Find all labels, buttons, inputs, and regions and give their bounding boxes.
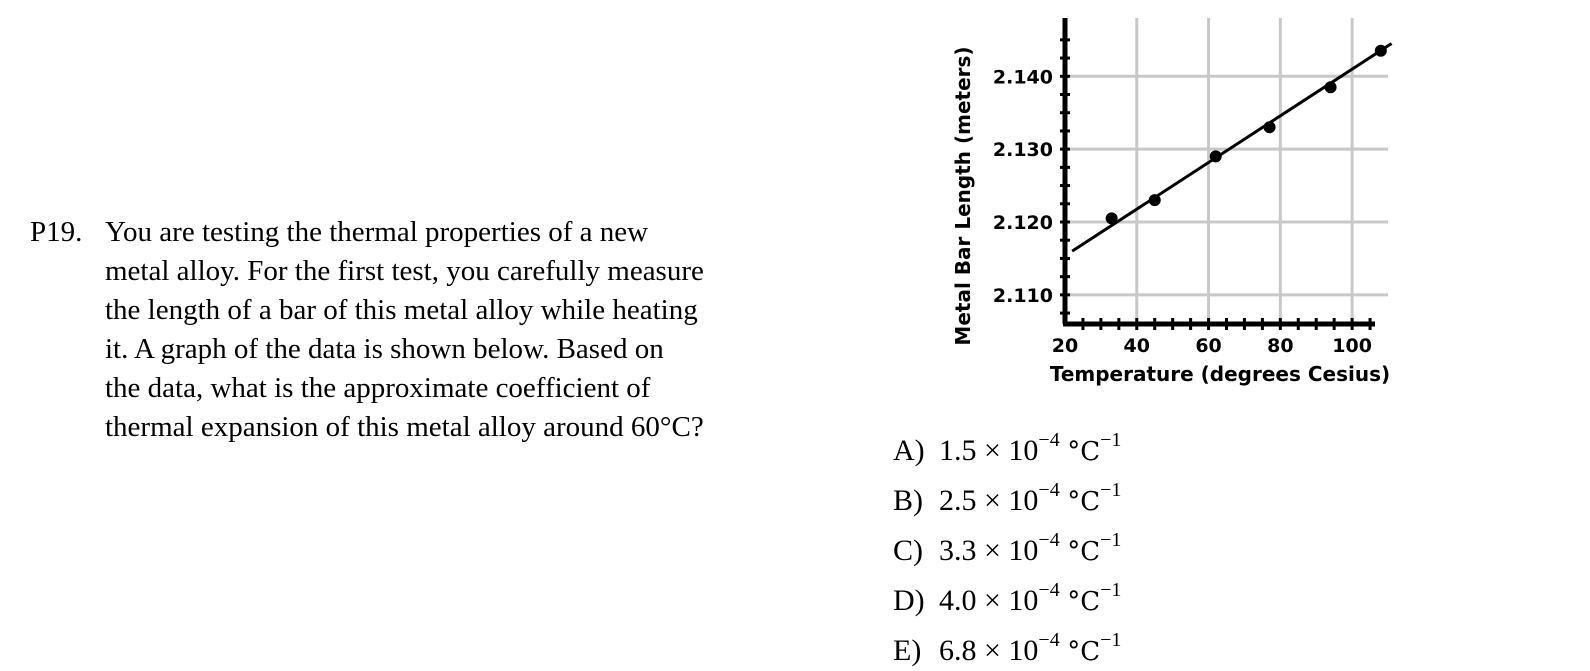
choice-mantissa: 3.3 × 10 — [939, 534, 1039, 567]
choice-unit-exponent: −1 — [1100, 529, 1122, 551]
choice-a[interactable]: A) 1.5 × 10−4 °C−1 — [893, 421, 1121, 471]
choice-unit-exponent: −1 — [1100, 479, 1122, 501]
choice-mantissa: 1.5 × 10 — [939, 434, 1039, 467]
y-tick-label: 2.110 — [993, 285, 1053, 307]
choice-unit-exponent: −1 — [1100, 429, 1122, 451]
x-tick-label: 60 — [1195, 335, 1221, 357]
choice-unit: °C — [1067, 487, 1101, 517]
choice-unit: °C — [1067, 437, 1101, 467]
choice-unit-exponent: −1 — [1100, 629, 1122, 651]
length-vs-temperature-chart: 2.110 2.120 2.130 2.140 20 40 60 80 100 Temperatu… — [940, 8, 1410, 400]
x-tick-label: 100 — [1332, 335, 1372, 357]
choice-d[interactable]: D) 4.0 × 10−4 °C−1 — [893, 571, 1121, 621]
choice-exponent: −4 — [1038, 429, 1060, 451]
choice-letter: A) — [893, 434, 925, 467]
choice-letter: E) — [893, 634, 922, 667]
choice-exponent: −4 — [1038, 529, 1060, 551]
choice-mantissa: 6.8 × 10 — [939, 634, 1039, 667]
choice-unit: °C — [1067, 637, 1101, 667]
choice-exponent: −4 — [1038, 629, 1060, 651]
choice-mantissa: 2.5 × 10 — [939, 484, 1039, 517]
answer-choices: A) 1.5 × 10−4 °C−1 B) 2.5 × 10−4 °C−1 C) 3.… — [893, 421, 1121, 671]
problem-line: metal alloy. For the first test, you car… — [105, 255, 704, 287]
choice-letter: B) — [893, 484, 923, 517]
problem-line: the length of a bar of this metal alloy … — [105, 294, 698, 326]
fit-line — [1071, 42, 1393, 253]
choice-unit-exponent: −1 — [1100, 579, 1122, 601]
choice-letter: C) — [893, 534, 923, 567]
choice-e[interactable]: E) 6.8 × 10−4 °C−1 — [893, 621, 1121, 671]
problem-line: it. A graph of the data is shown below. … — [105, 333, 664, 365]
choice-mantissa: 4.0 × 10 — [939, 584, 1039, 617]
choice-unit: °C — [1067, 587, 1101, 617]
data-point — [1324, 81, 1337, 94]
choice-letter: D) — [893, 584, 925, 617]
x-axis-title: Temperature (degrees Cesius) — [1050, 362, 1390, 386]
problem-text: P19. You are testing the thermal propert… — [30, 213, 820, 447]
data-point — [1105, 212, 1118, 225]
y-tick-label: 2.130 — [993, 139, 1053, 161]
choice-unit: °C — [1067, 537, 1101, 567]
x-tick-label: 80 — [1267, 335, 1293, 357]
problem-number: P19. — [30, 216, 83, 248]
problem-line: thermal expansion of this metal alloy ar… — [105, 411, 704, 443]
choice-b[interactable]: B) 2.5 × 10−4 °C−1 — [893, 471, 1121, 521]
y-tick-label: 2.120 — [993, 212, 1053, 234]
choice-c[interactable]: C) 3.3 × 10−4 °C−1 — [893, 521, 1121, 571]
x-tick-label: 20 — [1052, 335, 1078, 357]
y-axis-title: Metal Bar Length (meters) — [951, 46, 975, 345]
problem-body: You are testing the thermal properties o… — [105, 213, 820, 447]
y-tick-label: 2.140 — [993, 66, 1053, 88]
data-point — [1148, 194, 1161, 207]
data-point — [1374, 44, 1387, 57]
data-point — [1209, 150, 1222, 163]
chart-svg: 2.110 2.120 2.130 2.140 20 40 60 80 100 Temperatu… — [951, 18, 1393, 386]
problem-line: You are testing the thermal properties o… — [105, 216, 649, 248]
choice-exponent: −4 — [1038, 579, 1060, 601]
data-point — [1263, 121, 1276, 134]
choice-exponent: −4 — [1038, 479, 1060, 501]
x-tick-label: 40 — [1124, 335, 1150, 357]
problem-line: the data, what is the approximate coeffi… — [105, 372, 651, 404]
